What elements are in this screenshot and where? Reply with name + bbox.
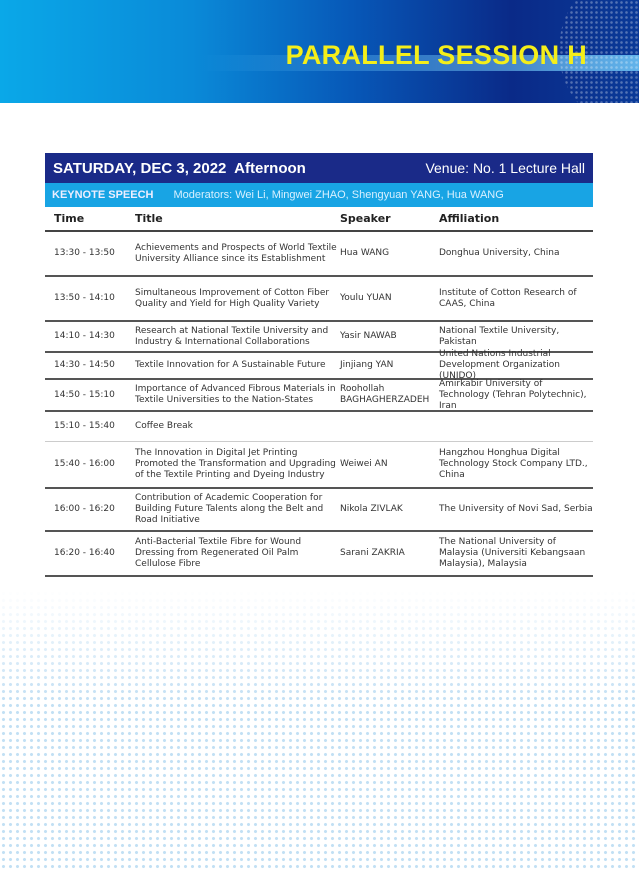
row-time: 15:10 - 15:40 bbox=[54, 421, 115, 431]
row-title: Contribution of Academic Cooperation for… bbox=[135, 493, 324, 525]
session-type: KEYNOTE SPEECH bbox=[52, 189, 154, 201]
table-row: 16:20 - 16:40 Anti-Bacterial Textile Fibr… bbox=[45, 532, 593, 577]
row-title: Importance of Advanced Fibrous Materials… bbox=[135, 384, 336, 405]
row-affiliation: Hangzhou Honghua Digital Technology Stoc… bbox=[439, 448, 588, 480]
table-row: 13:30 - 13:50 Achievements and Prospects … bbox=[45, 232, 593, 277]
row-title: Simultaneous Improvement of Cotton Fiber… bbox=[135, 287, 330, 309]
dotted-globe-decoration bbox=[559, 0, 639, 103]
row-title: Achievements and Prospects of World Text… bbox=[135, 242, 337, 264]
row-time: 15:40 - 16:00 bbox=[54, 459, 115, 469]
row-affiliation: National Textile University, Pakistan bbox=[439, 325, 560, 347]
row-affiliation: The National University of Malaysia (Uni… bbox=[439, 537, 586, 569]
col-title: Title bbox=[135, 212, 163, 225]
session-venue: Venue: No. 1 Lecture Hall bbox=[425, 160, 585, 176]
table-row: 15:10 - 15:40 Coffee Break bbox=[45, 412, 593, 442]
keynote-bar: KEYNOTE SPEECH Moderators: Wei Li, Mingw… bbox=[45, 183, 593, 207]
light-streak bbox=[200, 55, 639, 71]
session-header: SATURDAY, DEC 3, 2022 Afternoon Venue: N… bbox=[45, 153, 593, 183]
row-title: Coffee Break bbox=[135, 421, 193, 431]
row-speaker: Jinjiang YAN bbox=[340, 360, 394, 370]
row-time: 14:50 - 15:10 bbox=[54, 389, 115, 400]
row-time: 13:30 - 13:50 bbox=[54, 248, 115, 258]
row-title: Research at National Textile University … bbox=[135, 325, 329, 347]
column-headers: Time Title Speaker Affiliation bbox=[45, 207, 593, 232]
row-time: 13:50 - 14:10 bbox=[54, 293, 115, 303]
row-speaker: Hua WANG bbox=[340, 248, 390, 258]
row-time: 16:00 - 16:20 bbox=[54, 504, 115, 514]
row-speaker: Weiwei AN bbox=[340, 459, 388, 469]
row-affiliation: Donghua University, China bbox=[439, 248, 560, 258]
col-speaker: Speaker bbox=[340, 212, 391, 225]
row-affiliation: United Nations Industrial Development Or… bbox=[439, 349, 560, 381]
row-affiliation: Institute of Cotton Research of CAAS, Ch… bbox=[439, 287, 577, 309]
dot-wave-decoration bbox=[0, 590, 639, 869]
row-speaker: Youlu YUAN bbox=[340, 293, 392, 303]
row-speaker: Yasir NAWAB bbox=[340, 331, 397, 341]
col-time: Time bbox=[54, 212, 85, 225]
row-time: 14:30 - 14:50 bbox=[54, 360, 115, 370]
row-speaker: Roohollah BAGHAGHERZADEH bbox=[340, 384, 430, 405]
table-row: 14:50 - 15:10 Importance of Advanced Fibr… bbox=[45, 378, 593, 412]
row-speaker: Sarani ZAKRIA bbox=[340, 548, 405, 558]
table-row: 14:30 - 14:50 Textile Innovation for A Su… bbox=[45, 349, 593, 381]
col-affiliation: Affiliation bbox=[439, 212, 500, 225]
row-affiliation: The University of Novi Sad, Serbia bbox=[439, 504, 593, 514]
table-row: 13:50 - 14:10 Simultaneous Improvement of… bbox=[45, 277, 593, 322]
row-affiliation: Amirkabir University of Technology (Tehr… bbox=[439, 378, 587, 411]
row-title: Anti-Bacterial Textile Fibre for Wound D… bbox=[135, 537, 302, 569]
table-row: 15:40 - 16:00 The Innovation in Digital J… bbox=[45, 442, 593, 489]
schedule-table: SATURDAY, DEC 3, 2022 Afternoon Venue: N… bbox=[45, 153, 593, 577]
table-row: 16:00 - 16:20 Contribution of Academic Co… bbox=[45, 489, 593, 532]
table-row: 14:10 - 14:30 Research at National Textil… bbox=[45, 322, 593, 353]
moderators: Moderators: Wei Li, Mingwei ZHAO, Shengy… bbox=[173, 189, 504, 201]
row-title: Textile Innovation for A Sustainable Fut… bbox=[135, 360, 326, 370]
page-title: PARALLEL SESSION H bbox=[285, 40, 587, 70]
row-title: The Innovation in Digital Jet Printing P… bbox=[135, 448, 336, 480]
session-date: SATURDAY, DEC 3, 2022 Afternoon bbox=[53, 159, 306, 177]
row-time: 16:20 - 16:40 bbox=[54, 548, 115, 558]
row-time: 14:10 - 14:30 bbox=[54, 331, 115, 341]
header-banner: PARALLEL SESSION H bbox=[0, 0, 639, 103]
row-speaker: Nikola ZIVLAK bbox=[340, 504, 403, 514]
